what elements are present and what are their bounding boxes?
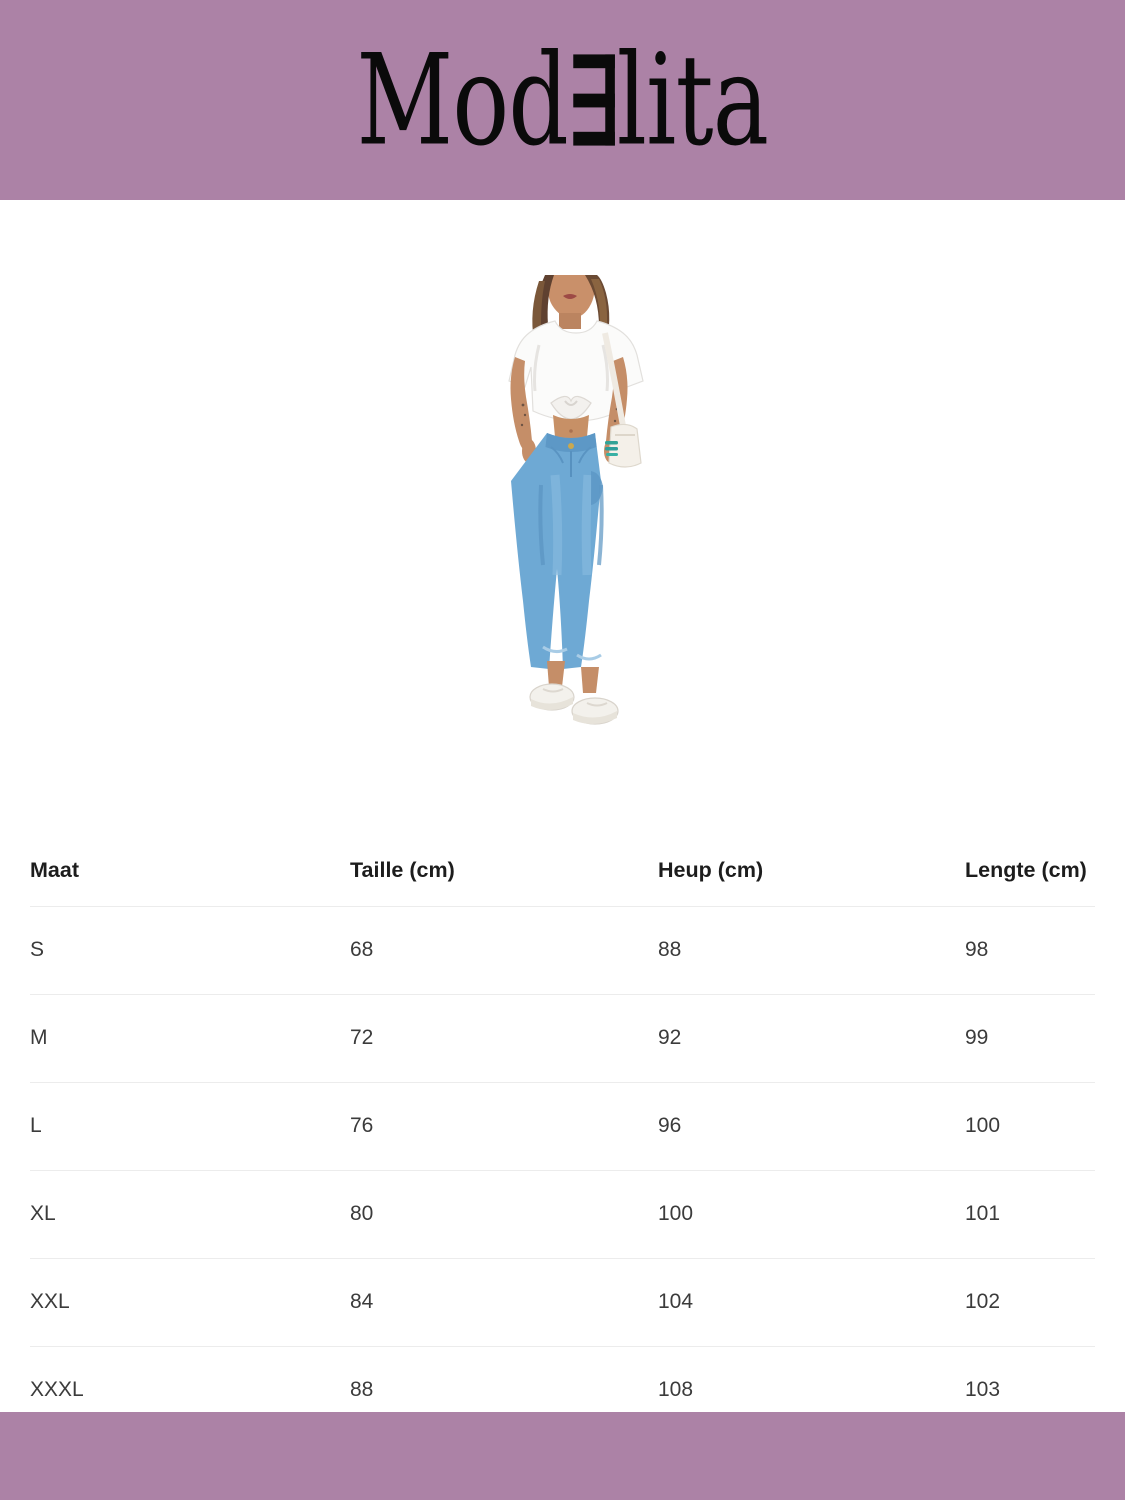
brand-logo-text-part-2: lita bbox=[616, 26, 769, 174]
product-photo-illustration bbox=[455, 275, 685, 765]
size-chart-table: Maat Taille (cm) Heup (cm) Lengte (cm) S… bbox=[30, 858, 1095, 1434]
table-row: XL 80 100 101 bbox=[30, 1170, 1095, 1258]
cell-maat: M bbox=[30, 1026, 48, 1049]
cell-maat: S bbox=[30, 938, 45, 961]
cell-lengte: 98 bbox=[965, 938, 989, 961]
column-header-maat: Maat bbox=[30, 858, 79, 882]
cell-maat: XXL bbox=[30, 1290, 70, 1313]
cell-lengte: 103 bbox=[965, 1378, 1001, 1401]
product-photo bbox=[455, 275, 685, 765]
cell-maat: XL bbox=[30, 1202, 56, 1225]
cell-heup: 104 bbox=[658, 1290, 694, 1313]
table-row: XXXL 88 108 103 bbox=[30, 1346, 1095, 1434]
cell-heup: 92 bbox=[658, 1026, 682, 1049]
brand-logo-text-part-1: Mod bbox=[356, 26, 569, 174]
cell-taille: 80 bbox=[350, 1202, 374, 1225]
table-row: S 68 88 98 bbox=[30, 906, 1095, 994]
cell-lengte: 102 bbox=[965, 1290, 1001, 1313]
cell-taille: 84 bbox=[350, 1290, 374, 1313]
column-header-lengte: Lengte (cm) bbox=[965, 858, 1087, 882]
brand-logo: Mod lita bbox=[0, 0, 1125, 200]
table-header-row: Maat Taille (cm) Heup (cm) Lengte (cm) bbox=[30, 858, 1095, 906]
column-header-taille: Taille (cm) bbox=[350, 858, 455, 882]
cell-taille: 68 bbox=[350, 938, 374, 961]
cell-heup: 96 bbox=[658, 1114, 682, 1137]
cell-taille: 72 bbox=[350, 1026, 374, 1049]
table-row: XXL 84 104 102 bbox=[30, 1258, 1095, 1346]
cell-heup: 100 bbox=[658, 1202, 694, 1225]
table-row: M 72 92 99 bbox=[30, 994, 1095, 1082]
reversed-e-icon bbox=[569, 54, 616, 146]
cell-maat: XXXL bbox=[30, 1378, 84, 1401]
cell-lengte: 99 bbox=[965, 1026, 989, 1049]
brand-logo-wordmark: Mod lita bbox=[356, 26, 770, 174]
brand-header-bar bbox=[0, 0, 1125, 200]
cell-heup: 88 bbox=[658, 938, 682, 961]
brand-footer-bar bbox=[0, 1412, 1125, 1500]
cell-lengte: 100 bbox=[965, 1114, 1001, 1137]
cell-taille: 76 bbox=[350, 1114, 374, 1137]
cell-maat: L bbox=[30, 1114, 42, 1137]
table-row: L 76 96 100 bbox=[30, 1082, 1095, 1170]
cell-heup: 108 bbox=[658, 1378, 694, 1401]
column-header-heup: Heup (cm) bbox=[658, 858, 764, 882]
cell-taille: 88 bbox=[350, 1378, 374, 1401]
cell-lengte: 101 bbox=[965, 1202, 1001, 1225]
